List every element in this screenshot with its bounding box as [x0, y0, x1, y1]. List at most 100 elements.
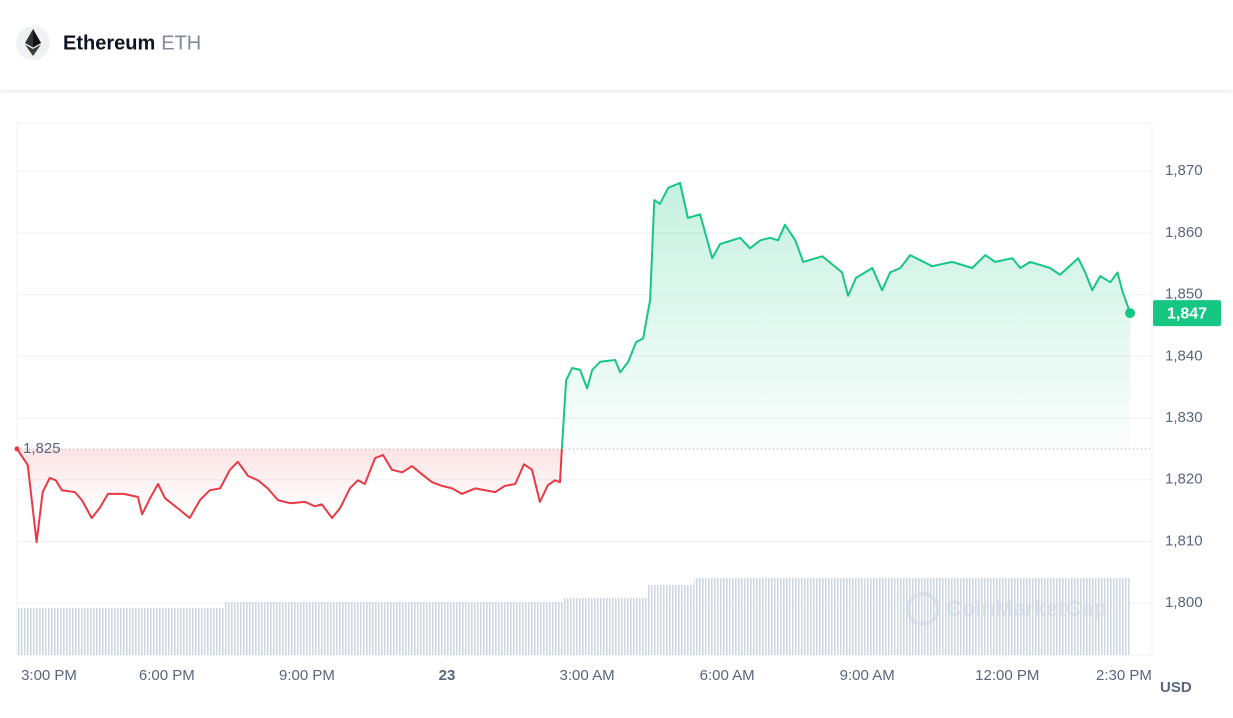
volume-bar: [130, 608, 141, 655]
volume-bar: [242, 602, 254, 655]
x-tick-label: 3:00 AM: [560, 667, 615, 684]
volume-bar: [942, 578, 963, 655]
volume-bar: [318, 602, 328, 655]
volume-bar: [262, 602, 273, 655]
volume-bar: [272, 602, 285, 655]
volume-bar: [852, 578, 865, 655]
eth-logo: [16, 26, 50, 60]
volume-bar: [563, 598, 570, 655]
volume-bar: [468, 602, 486, 655]
volume-bar: [528, 602, 536, 655]
volume-bar: [52, 608, 59, 655]
volume-bar: [535, 602, 544, 655]
y-tick-label: 1,800: [1165, 594, 1203, 611]
volume-bar: [674, 585, 684, 655]
volume-bar: [895, 578, 906, 655]
volume-bar: [184, 608, 195, 655]
volume-bar: [510, 602, 520, 655]
volume-bar: [1055, 578, 1070, 655]
volume-bar: [1126, 578, 1131, 655]
volume-bar: [652, 585, 658, 655]
volume-bar: [309, 602, 319, 655]
volume-bar: [617, 598, 625, 655]
volume-bar: [39, 608, 47, 655]
y-tick-label: 1,870: [1165, 162, 1203, 179]
volume-bar: [832, 578, 846, 655]
last-point: [1125, 308, 1136, 319]
volume-bar: [344, 602, 354, 655]
volume-bar: [543, 602, 552, 655]
volume-bar: [962, 578, 979, 655]
volume-bar: [397, 602, 408, 655]
volume-bar: [68, 608, 79, 655]
y-tick-label: 1,840: [1165, 347, 1203, 364]
volume-bar: [1003, 578, 1017, 655]
y-axis-label: USD: [1160, 679, 1192, 696]
x-tick-label: 9:00 AM: [840, 667, 895, 684]
volume-bar: [436, 602, 448, 655]
volume-bar: [560, 602, 564, 655]
y-tick-label: 1,830: [1165, 409, 1203, 426]
volume-bar: [557, 602, 561, 655]
volume-bar: [32, 608, 40, 655]
volume-bar: [1113, 578, 1120, 655]
volume-bar: [407, 602, 417, 655]
volume-bar: [204, 608, 215, 655]
volume-bar: [706, 578, 717, 655]
x-tick-label: 23: [439, 667, 456, 684]
volume-bar: [46, 608, 53, 655]
volume-bar: [447, 602, 458, 655]
coin-symbol: ETH: [161, 32, 201, 54]
x-tick-label: 6:00 AM: [700, 667, 755, 684]
volume-bar: [115, 608, 131, 655]
header-bar: [0, 0, 1233, 90]
volume-bar: [596, 598, 608, 655]
reference-label: 1,825: [23, 440, 61, 457]
volume-bar: [17, 608, 23, 655]
volume-bar: [790, 578, 800, 655]
price-line: [16, 181, 1132, 544]
volume-bar: [336, 602, 345, 655]
volume-bar: [172, 608, 185, 655]
volume-bar: [774, 578, 782, 655]
volume-bar: [233, 602, 243, 655]
volume-bar: [886, 578, 896, 655]
volume-bar: [1025, 578, 1041, 655]
volume-bar: [519, 602, 529, 655]
volume-bar: [646, 585, 653, 655]
volume-bar: [639, 598, 647, 655]
volume-bar: [499, 602, 511, 655]
x-tick-label: 6:00 PM: [139, 667, 195, 684]
volume-bar: [361, 602, 370, 655]
volume-bar: [58, 608, 69, 655]
x-tick-label: 3:00 PM: [21, 667, 77, 684]
x-tick-label: 2:30 PM: [1096, 667, 1152, 684]
volume-bar: [416, 602, 427, 655]
volume-bar: [78, 608, 87, 655]
volume-bar: [730, 578, 746, 655]
volume-bar: [224, 602, 234, 655]
volume-bar: [327, 602, 337, 655]
volume-bar: [569, 598, 577, 655]
price-tag-label: 1,847: [1167, 305, 1207, 322]
volume-bar: [103, 608, 116, 655]
y-tick-label: 1,860: [1165, 224, 1203, 241]
volume-bar: [353, 602, 362, 655]
volume-bar: [284, 602, 298, 655]
y-tick-label: 1,850: [1165, 286, 1203, 303]
volume-bar: [877, 578, 887, 655]
volume-bar: [607, 598, 618, 655]
volume-bar: [755, 578, 766, 655]
x-tick-label: 9:00 PM: [279, 667, 335, 684]
volume-bar: [576, 598, 584, 655]
volume-bar: [978, 578, 991, 655]
volume-bar: [845, 578, 853, 655]
volume-bar: [781, 578, 791, 655]
volume-bar: [799, 578, 813, 655]
volume-bar: [214, 608, 225, 655]
y-tick-label: 1,820: [1165, 471, 1203, 488]
y-tick-label: 1,810: [1165, 532, 1203, 549]
volume-bar: [146, 608, 155, 655]
